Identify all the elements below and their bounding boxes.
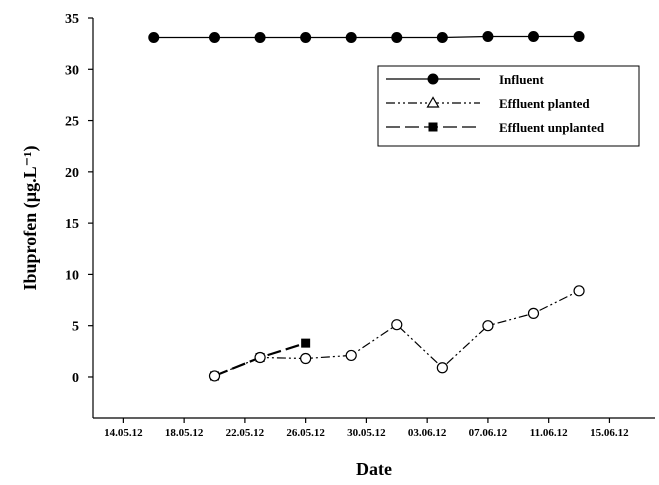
data-point-influent xyxy=(254,31,266,43)
series-line-influent xyxy=(153,35,580,39)
data-point-effluent-planted xyxy=(391,319,403,331)
legend-marker-effluent-planted xyxy=(426,96,440,108)
data-point-influent xyxy=(527,30,539,42)
data-point-effluent-unplanted xyxy=(301,338,311,348)
data-point-influent xyxy=(148,31,160,43)
y-axis-title: Ibuprofen (µg.L⁻¹) xyxy=(20,146,41,291)
legend-marker-influent xyxy=(427,73,439,85)
data-point-influent xyxy=(436,31,448,43)
x-tick-label: 15.06.12 xyxy=(590,427,629,439)
x-tick-label: 18.05.12 xyxy=(165,427,204,439)
data-point-influent xyxy=(209,31,221,43)
data-point-effluent-planted xyxy=(345,349,357,362)
data-point-influent xyxy=(391,31,403,43)
y-tick-label: 35 xyxy=(65,12,79,27)
data-point-effluent-planted xyxy=(436,362,448,374)
data-point-influent xyxy=(345,31,357,43)
data-point-effluent-planted xyxy=(208,370,221,382)
y-tick-label: 5 xyxy=(72,320,79,335)
x-tick-label: 30.05.12 xyxy=(347,427,386,439)
legend-marker-effluent-unplanted xyxy=(428,122,438,132)
legend: Influent Effluent planted Effluent unplant… xyxy=(377,65,640,147)
series-effluent-planted xyxy=(208,285,585,382)
series-layer xyxy=(148,30,585,382)
y-tick-label: 25 xyxy=(65,115,79,130)
x-tick-label: 07.06.12 xyxy=(469,427,508,439)
x-axis-title: Date xyxy=(356,459,392,479)
y-tick-label: 30 xyxy=(65,63,79,78)
x-tick-label: 26.05.12 xyxy=(286,427,325,439)
y-tick-label: 15 xyxy=(65,217,79,232)
data-point-effluent-planted xyxy=(482,320,494,332)
legend-label-influent: Influent xyxy=(499,72,544,87)
data-point-effluent-planted xyxy=(573,285,585,297)
x-tick-label: 14.05.12 xyxy=(104,427,143,439)
data-point-effluent-planted xyxy=(527,307,540,319)
y-tick-label: 0 xyxy=(72,371,79,386)
data-point-influent xyxy=(300,31,312,43)
x-tick-label: 11.06.12 xyxy=(530,427,568,439)
data-point-influent xyxy=(573,30,585,42)
x-tick-label: 22.05.12 xyxy=(226,427,265,439)
series-influent xyxy=(148,30,585,43)
legend-label-effluent-unplanted: Effluent unplanted xyxy=(499,120,605,135)
y-tick-label: 20 xyxy=(65,166,79,181)
x-tick-label: 03.06.12 xyxy=(408,427,447,439)
legend-label-effluent-planted: Effluent planted xyxy=(499,96,590,111)
series-line-effluent-planted xyxy=(214,290,580,377)
y-tick-label: 10 xyxy=(65,268,79,283)
data-point-influent xyxy=(482,30,494,42)
data-point-effluent-planted xyxy=(254,351,266,364)
axes: 0 5 10 15 20 25 30 35 14.05.12 18.05.12 22.05.12 26… xyxy=(65,12,655,439)
data-point-effluent-planted xyxy=(300,352,312,365)
